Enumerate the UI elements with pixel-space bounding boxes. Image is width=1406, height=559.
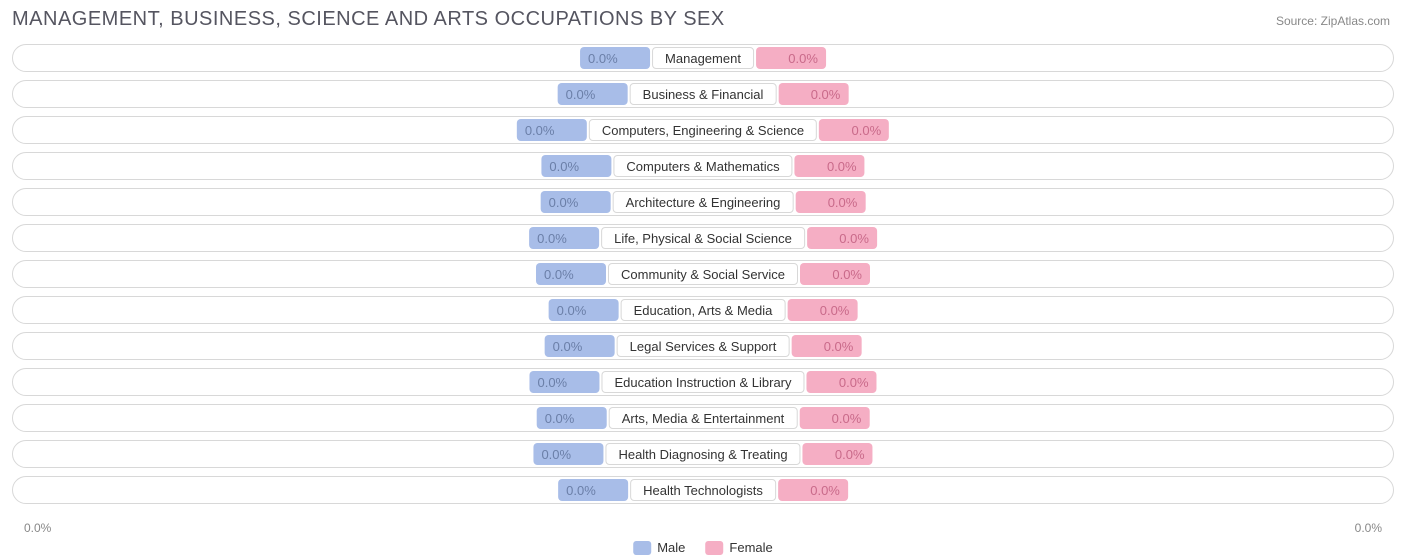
female-bar: 0.0% (795, 191, 865, 213)
category-label: Health Diagnosing & Treating (605, 443, 800, 465)
legend-male-label: Male (657, 540, 685, 555)
category-label: Education, Arts & Media (621, 299, 786, 321)
female-bar: 0.0% (799, 407, 869, 429)
female-bar: 0.0% (807, 371, 877, 393)
female-bar: 0.0% (819, 119, 889, 141)
category-label: Health Technologists (630, 479, 776, 501)
bar-row: 0.0%Management0.0% (12, 44, 1394, 72)
legend-female-label: Female (729, 540, 772, 555)
bar-row: 0.0%Architecture & Engineering0.0% (12, 188, 1394, 216)
bar-row-inner: 0.0%Arts, Media & Entertainment0.0% (537, 407, 870, 429)
bar-row: 0.0%Life, Physical & Social Science0.0% (12, 224, 1394, 252)
legend-male-swatch (633, 541, 651, 555)
female-bar: 0.0% (791, 335, 861, 357)
male-bar: 0.0% (517, 119, 587, 141)
male-bar: 0.0% (537, 407, 607, 429)
category-label: Architecture & Engineering (613, 191, 794, 213)
female-bar: 0.0% (807, 227, 877, 249)
bar-row: 0.0%Business & Financial0.0% (12, 80, 1394, 108)
bar-row: 0.0%Legal Services & Support0.0% (12, 332, 1394, 360)
bar-row-inner: 0.0%Legal Services & Support0.0% (545, 335, 862, 357)
bar-row-inner: 0.0%Education Instruction & Library0.0% (529, 371, 876, 393)
category-label: Legal Services & Support (617, 335, 790, 357)
male-bar: 0.0% (558, 479, 628, 501)
bar-row-inner: 0.0%Computers & Mathematics0.0% (541, 155, 864, 177)
bar-row-inner: 0.0%Health Diagnosing & Treating0.0% (533, 443, 872, 465)
bar-row-inner: 0.0%Life, Physical & Social Science0.0% (529, 227, 877, 249)
bar-row-inner: 0.0%Business & Financial0.0% (558, 83, 849, 105)
female-bar: 0.0% (787, 299, 857, 321)
male-bar: 0.0% (545, 335, 615, 357)
bar-row: 0.0%Community & Social Service0.0% (12, 260, 1394, 288)
category-label: Community & Social Service (608, 263, 798, 285)
legend-female: Female (705, 540, 772, 555)
x-axis-labels: 0.0% 0.0% (24, 521, 1382, 535)
male-bar: 0.0% (536, 263, 606, 285)
source-attribution: Source: ZipAtlas.com (1276, 14, 1390, 28)
chart-plot-area: 0.0%Management0.0%0.0%Business & Financi… (12, 44, 1394, 517)
category-label: Computers, Engineering & Science (589, 119, 817, 141)
male-bar: 0.0% (541, 191, 611, 213)
category-label: Computers & Mathematics (613, 155, 792, 177)
bar-row: 0.0%Computers & Mathematics0.0% (12, 152, 1394, 180)
legend-female-swatch (705, 541, 723, 555)
male-bar: 0.0% (580, 47, 650, 69)
bar-row: 0.0%Arts, Media & Entertainment0.0% (12, 404, 1394, 432)
bar-row-inner: 0.0%Architecture & Engineering0.0% (541, 191, 866, 213)
male-bar: 0.0% (533, 443, 603, 465)
bar-row-inner: 0.0%Management0.0% (580, 47, 826, 69)
bar-row-inner: 0.0%Computers, Engineering & Science0.0% (517, 119, 889, 141)
male-bar: 0.0% (541, 155, 611, 177)
female-bar: 0.0% (803, 443, 873, 465)
bar-row-inner: 0.0%Community & Social Service0.0% (536, 263, 870, 285)
category-label: Education Instruction & Library (601, 371, 804, 393)
category-label: Life, Physical & Social Science (601, 227, 805, 249)
female-bar: 0.0% (800, 263, 870, 285)
bar-row-inner: 0.0%Education, Arts & Media0.0% (549, 299, 858, 321)
female-bar: 0.0% (778, 83, 848, 105)
legend: Male Female (633, 540, 773, 555)
male-bar: 0.0% (529, 227, 599, 249)
axis-left-label: 0.0% (24, 521, 51, 535)
female-bar: 0.0% (795, 155, 865, 177)
bar-row: 0.0%Education, Arts & Media0.0% (12, 296, 1394, 324)
bar-row: 0.0%Health Diagnosing & Treating0.0% (12, 440, 1394, 468)
male-bar: 0.0% (549, 299, 619, 321)
bar-row: 0.0%Computers, Engineering & Science0.0% (12, 116, 1394, 144)
male-bar: 0.0% (558, 83, 628, 105)
female-bar: 0.0% (778, 479, 848, 501)
category-label: Management (652, 47, 754, 69)
chart-title: MANAGEMENT, BUSINESS, SCIENCE AND ARTS O… (12, 8, 725, 31)
bar-row-inner: 0.0%Health Technologists0.0% (558, 479, 848, 501)
axis-right-label: 0.0% (1355, 521, 1382, 535)
category-label: Arts, Media & Entertainment (609, 407, 798, 429)
bar-row: 0.0%Education Instruction & Library0.0% (12, 368, 1394, 396)
female-bar: 0.0% (756, 47, 826, 69)
category-label: Business & Financial (630, 83, 777, 105)
male-bar: 0.0% (529, 371, 599, 393)
bar-row: 0.0%Health Technologists0.0% (12, 476, 1394, 504)
legend-male: Male (633, 540, 685, 555)
